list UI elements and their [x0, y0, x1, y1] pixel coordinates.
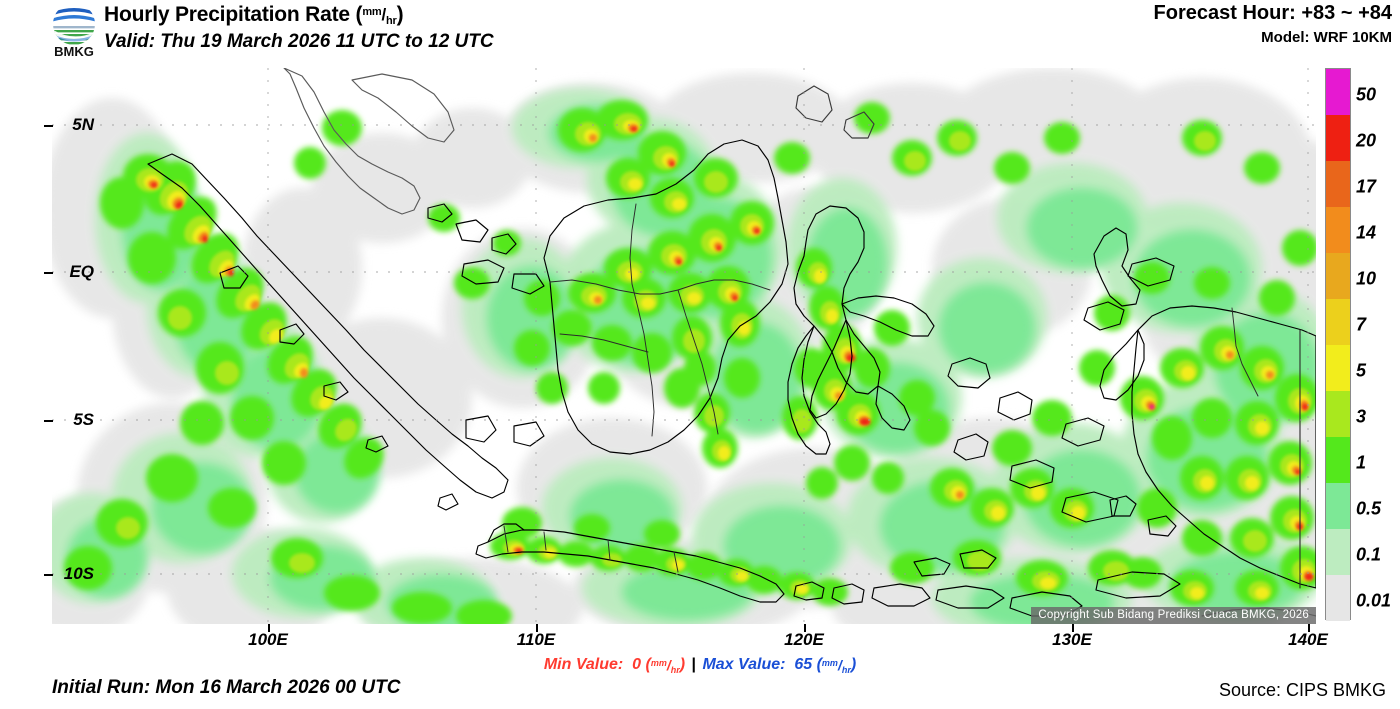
colorbar-band-50	[1326, 69, 1350, 115]
x-axis-label-130e: 130E	[1052, 630, 1092, 649]
x-axis-label-100e: 100E	[248, 630, 288, 649]
colorbar-label-50: 50	[1356, 84, 1377, 105]
precipitation-colorbar[interactable]	[1325, 68, 1351, 621]
colorbar-label-17: 17	[1356, 176, 1377, 197]
min-value-label: Min Value:	[543, 656, 624, 673]
x-axis-label-140e: 140E	[1288, 630, 1328, 649]
graticule	[52, 68, 1316, 624]
colorbar-labels: 50 20 17 14 10 7 5 3 1 0.5 0.1 0.01	[1356, 68, 1400, 620]
page-title-text: Hourly Precipitation Rate	[104, 3, 350, 26]
colorbar-label-5: 5	[1356, 360, 1367, 381]
x-axis-label-110e: 110E	[516, 630, 556, 649]
y-tick-10s	[44, 574, 53, 576]
y-axis-label-10s: 10S	[63, 564, 94, 583]
map-container[interactable]: Copyright Sub Bidang Prediksi Cuaca BMKG…	[52, 68, 1316, 624]
model-label: Model: WRF 10KM	[1261, 29, 1392, 46]
y-axis-label-5s: 5S	[73, 410, 94, 429]
max-value-label: Max Value:	[702, 656, 786, 673]
y-tick-5s	[44, 420, 53, 422]
colorbar-band-20	[1326, 115, 1350, 161]
colorbar-band-0.5	[1326, 483, 1350, 529]
x-tick-110e	[536, 624, 538, 632]
y-axis-label-5n: 5N	[72, 115, 94, 134]
colorbar-label-0.1: 0.1	[1356, 544, 1382, 565]
colorbar-label-7: 7	[1356, 314, 1367, 335]
max-value: 65	[794, 656, 813, 673]
x-tick-100e	[268, 624, 270, 632]
colorbar-band-7	[1326, 299, 1350, 345]
colorbar-label-20: 20	[1356, 130, 1377, 151]
y-tick-5n	[44, 125, 53, 127]
x-tick-130e	[1072, 624, 1074, 632]
copyright-watermark: Copyright Sub Bidang Prediksi Cuaca BMKG…	[1031, 607, 1316, 624]
bmkg-logo: BMKG	[44, 2, 104, 59]
colorbar-band-10	[1326, 253, 1350, 299]
colorbar-label-10: 10	[1356, 268, 1377, 289]
y-tick-eq	[44, 272, 53, 274]
min-max-values: Min Value: 0 (mm/hr) | Max Value: 65 (mm…	[543, 656, 857, 675]
title-unit: mm/hr	[362, 4, 397, 27]
x-tick-120e	[804, 624, 806, 632]
colorbar-band-3	[1326, 391, 1350, 437]
colorbar-label-3: 3	[1356, 406, 1367, 427]
min-value: 0	[632, 656, 642, 673]
title-block: Hourly Precipitation Rate (mm/hr) Valid:…	[104, 0, 494, 54]
initial-run-label: Initial Run: Mon 16 March 2026 00 UTC	[52, 677, 401, 698]
colorbar-band-5	[1326, 345, 1350, 391]
colorbar-label-14: 14	[1356, 222, 1377, 243]
colorbar-label-0.5: 0.5	[1356, 498, 1382, 519]
colorbar-band-14	[1326, 207, 1350, 253]
colorbar-band-17	[1326, 161, 1350, 207]
forecast-hour-label: Forecast Hour: +83 ~ +84	[1153, 2, 1392, 24]
valid-time-line: Valid: Thu 19 March 2026 11 UTC to 12 UT…	[104, 31, 494, 52]
x-axis-label-120e: 120E	[784, 630, 824, 649]
coastlines	[147, 68, 1316, 617]
min-unit: mm/hr	[650, 656, 680, 675]
source-label: Source: CIPS BMKG	[1218, 680, 1386, 700]
colorbar-label-0.01: 0.01	[1356, 590, 1392, 611]
colorbar-band-0.1	[1326, 529, 1350, 575]
x-tick-140e	[1308, 624, 1310, 632]
minmax-separator: |	[691, 656, 696, 673]
y-axis-label-eq: EQ	[69, 262, 94, 281]
page-title: Hourly Precipitation Rate (mm/hr)	[104, 3, 404, 27]
precipitation-map[interactable]	[52, 68, 1316, 624]
colorbar-label-1: 1	[1356, 452, 1367, 473]
svg-text:BMKG: BMKG	[54, 44, 94, 58]
colorbar-band-0.01	[1326, 575, 1350, 621]
max-unit: mm/hr	[821, 656, 851, 675]
colorbar-band-1	[1326, 437, 1350, 483]
precip-layer-red	[151, 126, 1314, 581]
